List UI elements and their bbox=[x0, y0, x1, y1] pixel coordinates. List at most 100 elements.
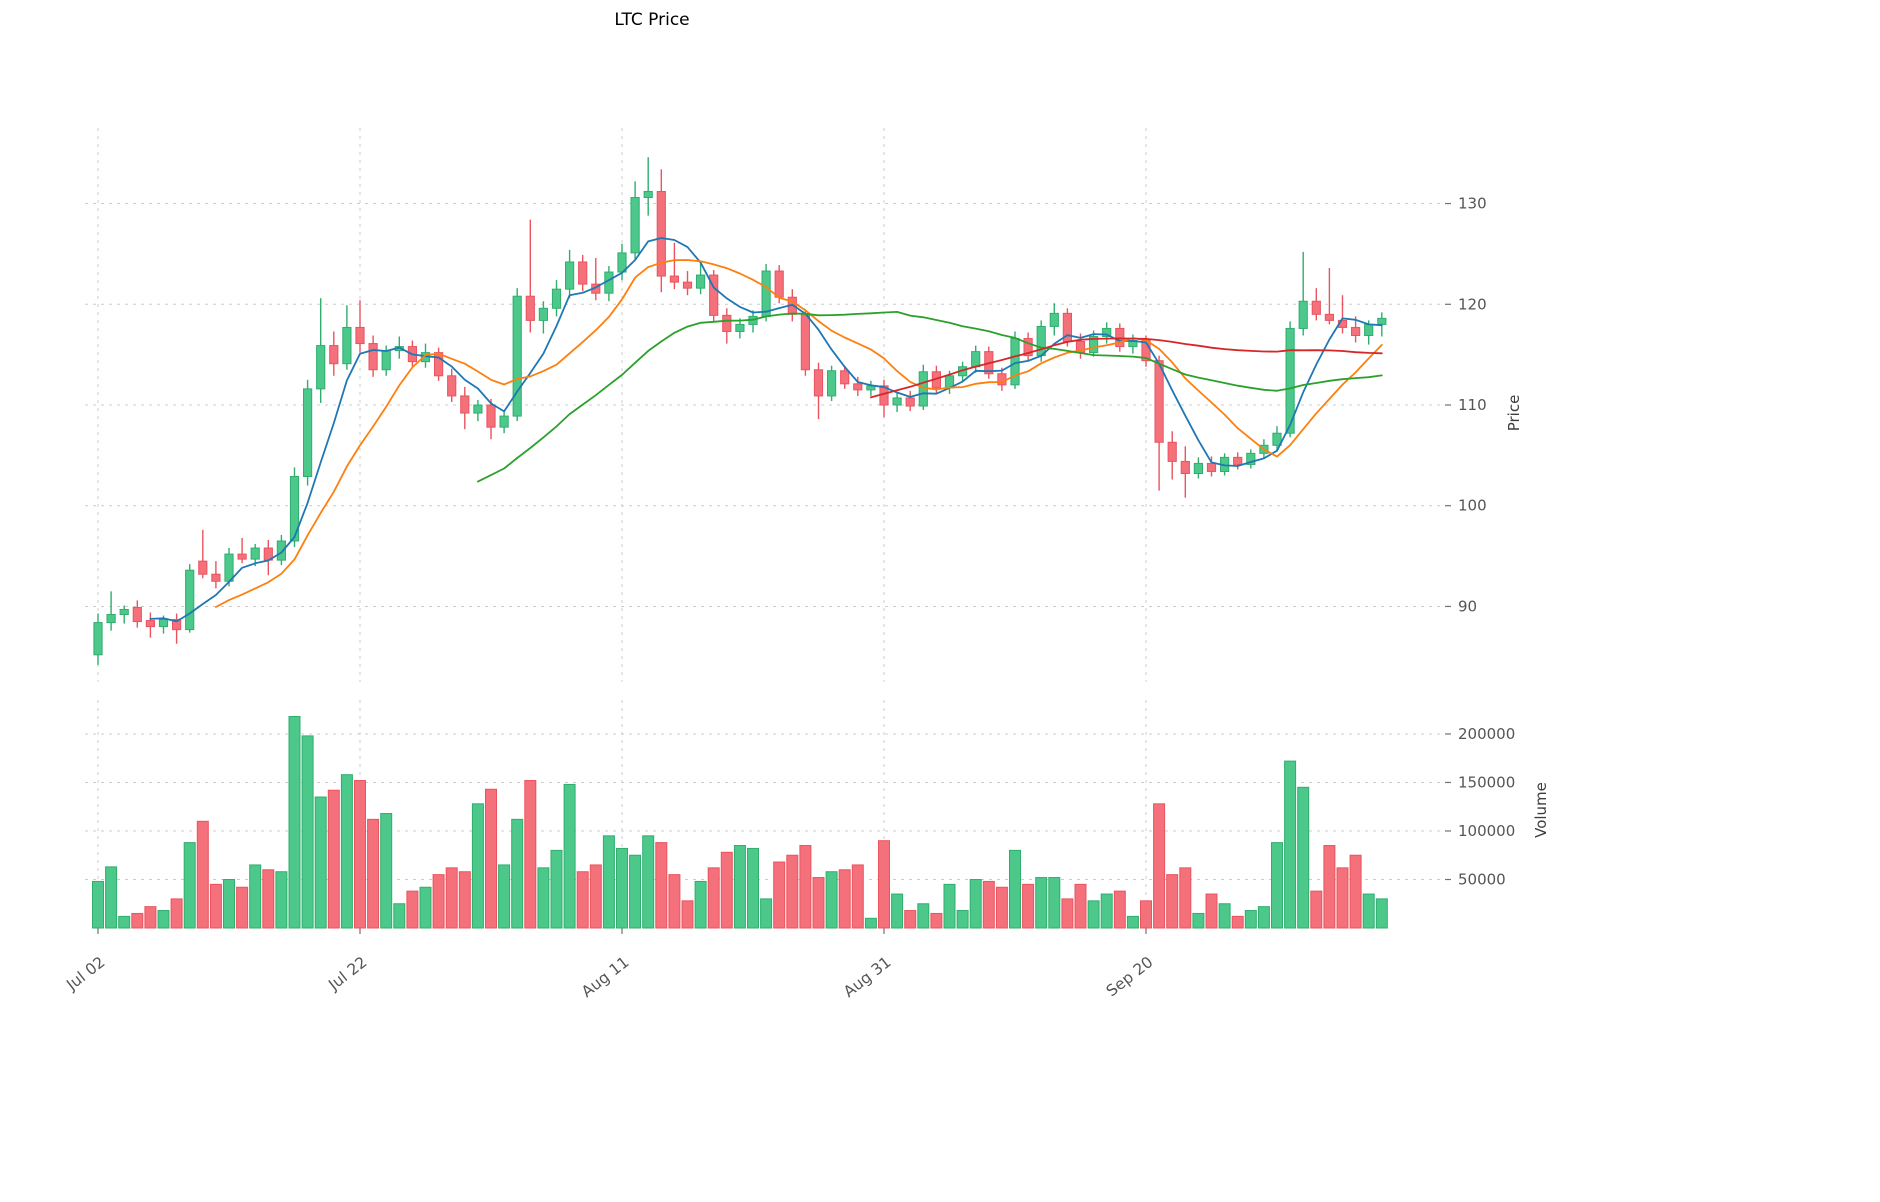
candle-body bbox=[185, 569, 195, 631]
candle-body bbox=[800, 313, 810, 371]
candle-body bbox=[132, 606, 142, 623]
volume-bar bbox=[105, 866, 118, 929]
chart-title: LTC Price bbox=[614, 10, 690, 30]
volume-bar bbox=[419, 886, 432, 929]
candle-body bbox=[486, 404, 496, 428]
volume-bar bbox=[1336, 867, 1349, 929]
candle-body bbox=[1311, 300, 1321, 315]
volume-bar bbox=[1244, 910, 1257, 929]
candle-body bbox=[997, 373, 1007, 386]
volume-bar bbox=[878, 840, 890, 929]
candle-body bbox=[329, 345, 339, 365]
candle-body bbox=[696, 274, 706, 289]
candle-body bbox=[447, 375, 457, 397]
candle-body bbox=[158, 619, 169, 628]
candle-body bbox=[1233, 456, 1243, 465]
volume-tick-label: 50000 bbox=[1458, 870, 1506, 888]
candle-body bbox=[551, 288, 562, 309]
volume-bar bbox=[1126, 915, 1139, 929]
date-tick-label: Jul 02 bbox=[62, 953, 108, 994]
candle-body bbox=[565, 261, 575, 290]
candle-body bbox=[499, 415, 509, 428]
ma-line-30 bbox=[476, 310, 1383, 483]
candle-body bbox=[682, 281, 693, 289]
volume-bar bbox=[1100, 893, 1113, 929]
candle-body bbox=[1364, 323, 1374, 336]
volume-bar bbox=[92, 880, 104, 929]
candle-body bbox=[722, 314, 732, 332]
volume-bar bbox=[314, 796, 327, 929]
volume-bar bbox=[288, 715, 301, 929]
candle-body bbox=[434, 352, 444, 377]
volume-bar bbox=[262, 869, 275, 929]
volume-bar bbox=[825, 871, 838, 929]
volume-bar bbox=[1153, 803, 1166, 929]
volume-bar bbox=[681, 900, 694, 929]
candle-body bbox=[342, 326, 352, 365]
candle-body bbox=[1102, 327, 1112, 338]
volume-bar bbox=[838, 869, 851, 929]
volume-bar bbox=[1009, 849, 1021, 929]
volume-bar bbox=[458, 871, 471, 929]
volume-bar bbox=[812, 877, 825, 929]
volume-bar bbox=[694, 880, 707, 929]
volume-bar bbox=[445, 867, 458, 929]
axis-ticks bbox=[97, 202, 1451, 934]
candle-body bbox=[669, 275, 679, 283]
candle-body bbox=[1272, 432, 1282, 446]
volume-bar bbox=[1284, 760, 1297, 929]
volume-bar bbox=[550, 849, 563, 929]
candle-body bbox=[709, 274, 719, 316]
candle-body bbox=[853, 383, 863, 391]
candle-body bbox=[1180, 460, 1190, 474]
volume-bar bbox=[917, 903, 930, 929]
candle-body bbox=[735, 323, 745, 332]
candle-body bbox=[971, 351, 981, 368]
candle-body bbox=[473, 404, 483, 414]
volume-bar bbox=[275, 871, 288, 929]
volume-bar bbox=[524, 780, 537, 929]
volume-bars bbox=[92, 715, 1388, 929]
volume-bar bbox=[406, 890, 419, 929]
volume-bar bbox=[642, 835, 655, 929]
candle-body bbox=[512, 295, 522, 417]
candle-body bbox=[316, 345, 326, 390]
volume-bar bbox=[982, 880, 995, 929]
candle-body bbox=[368, 343, 378, 371]
volume-tick-label: 100000 bbox=[1458, 822, 1515, 840]
volume-bar bbox=[760, 898, 773, 929]
volume-bar bbox=[367, 818, 380, 929]
volume-bar bbox=[904, 910, 917, 929]
date-tick-label: Aug 11 bbox=[578, 953, 632, 1001]
volume-bar bbox=[196, 820, 209, 929]
candle-body bbox=[93, 622, 103, 656]
volume-bar bbox=[943, 883, 956, 929]
volume-bar bbox=[668, 874, 681, 929]
volume-bar bbox=[1022, 883, 1035, 929]
volume-bar bbox=[340, 774, 353, 929]
volume-bar bbox=[995, 886, 1008, 929]
volume-bar bbox=[131, 912, 144, 929]
candle-body bbox=[656, 190, 666, 277]
candle-body bbox=[892, 397, 902, 406]
candle-body bbox=[1089, 336, 1099, 354]
volume-bar bbox=[1271, 842, 1283, 929]
ma-line-60 bbox=[870, 337, 1383, 399]
candle-body bbox=[224, 553, 234, 582]
volume-bar bbox=[1179, 867, 1192, 929]
volume-bar bbox=[537, 867, 550, 929]
ma-lines bbox=[149, 237, 1383, 623]
candle-body bbox=[1298, 300, 1308, 329]
candle-body bbox=[1193, 462, 1204, 474]
candle-body bbox=[145, 620, 156, 628]
candle-body bbox=[1036, 325, 1046, 357]
volume-bar bbox=[183, 842, 196, 929]
volume-bar bbox=[249, 864, 262, 929]
volume-bar bbox=[733, 845, 746, 929]
volume-bar bbox=[1061, 898, 1074, 929]
candle-body bbox=[1246, 452, 1256, 465]
volume-bar bbox=[209, 883, 222, 929]
volume-bar bbox=[157, 910, 170, 929]
volume-bar bbox=[576, 871, 589, 929]
